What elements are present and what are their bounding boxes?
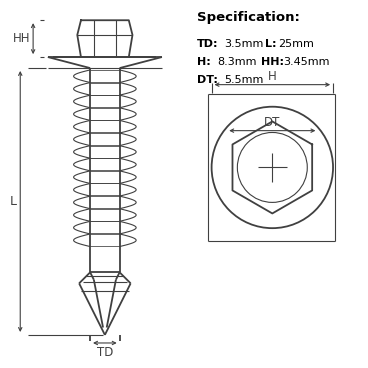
- Text: DT:: DT:: [197, 75, 218, 85]
- Text: L:: L:: [265, 39, 276, 49]
- Text: L: L: [9, 195, 17, 208]
- Text: HH: HH: [13, 32, 31, 45]
- Text: 3.45mm: 3.45mm: [283, 57, 330, 67]
- Text: TD: TD: [97, 346, 113, 359]
- Text: H: H: [268, 70, 277, 83]
- Text: DT: DT: [264, 116, 280, 129]
- Text: 25mm: 25mm: [278, 39, 314, 49]
- Text: H:: H:: [197, 57, 210, 67]
- Text: 5.5mm: 5.5mm: [224, 75, 264, 85]
- Text: TD:: TD:: [197, 39, 218, 49]
- Text: 8.3mm: 8.3mm: [217, 57, 256, 67]
- Text: 3.5mm: 3.5mm: [224, 39, 264, 49]
- Text: HH:: HH:: [261, 57, 284, 67]
- Text: Specification:: Specification:: [197, 11, 300, 24]
